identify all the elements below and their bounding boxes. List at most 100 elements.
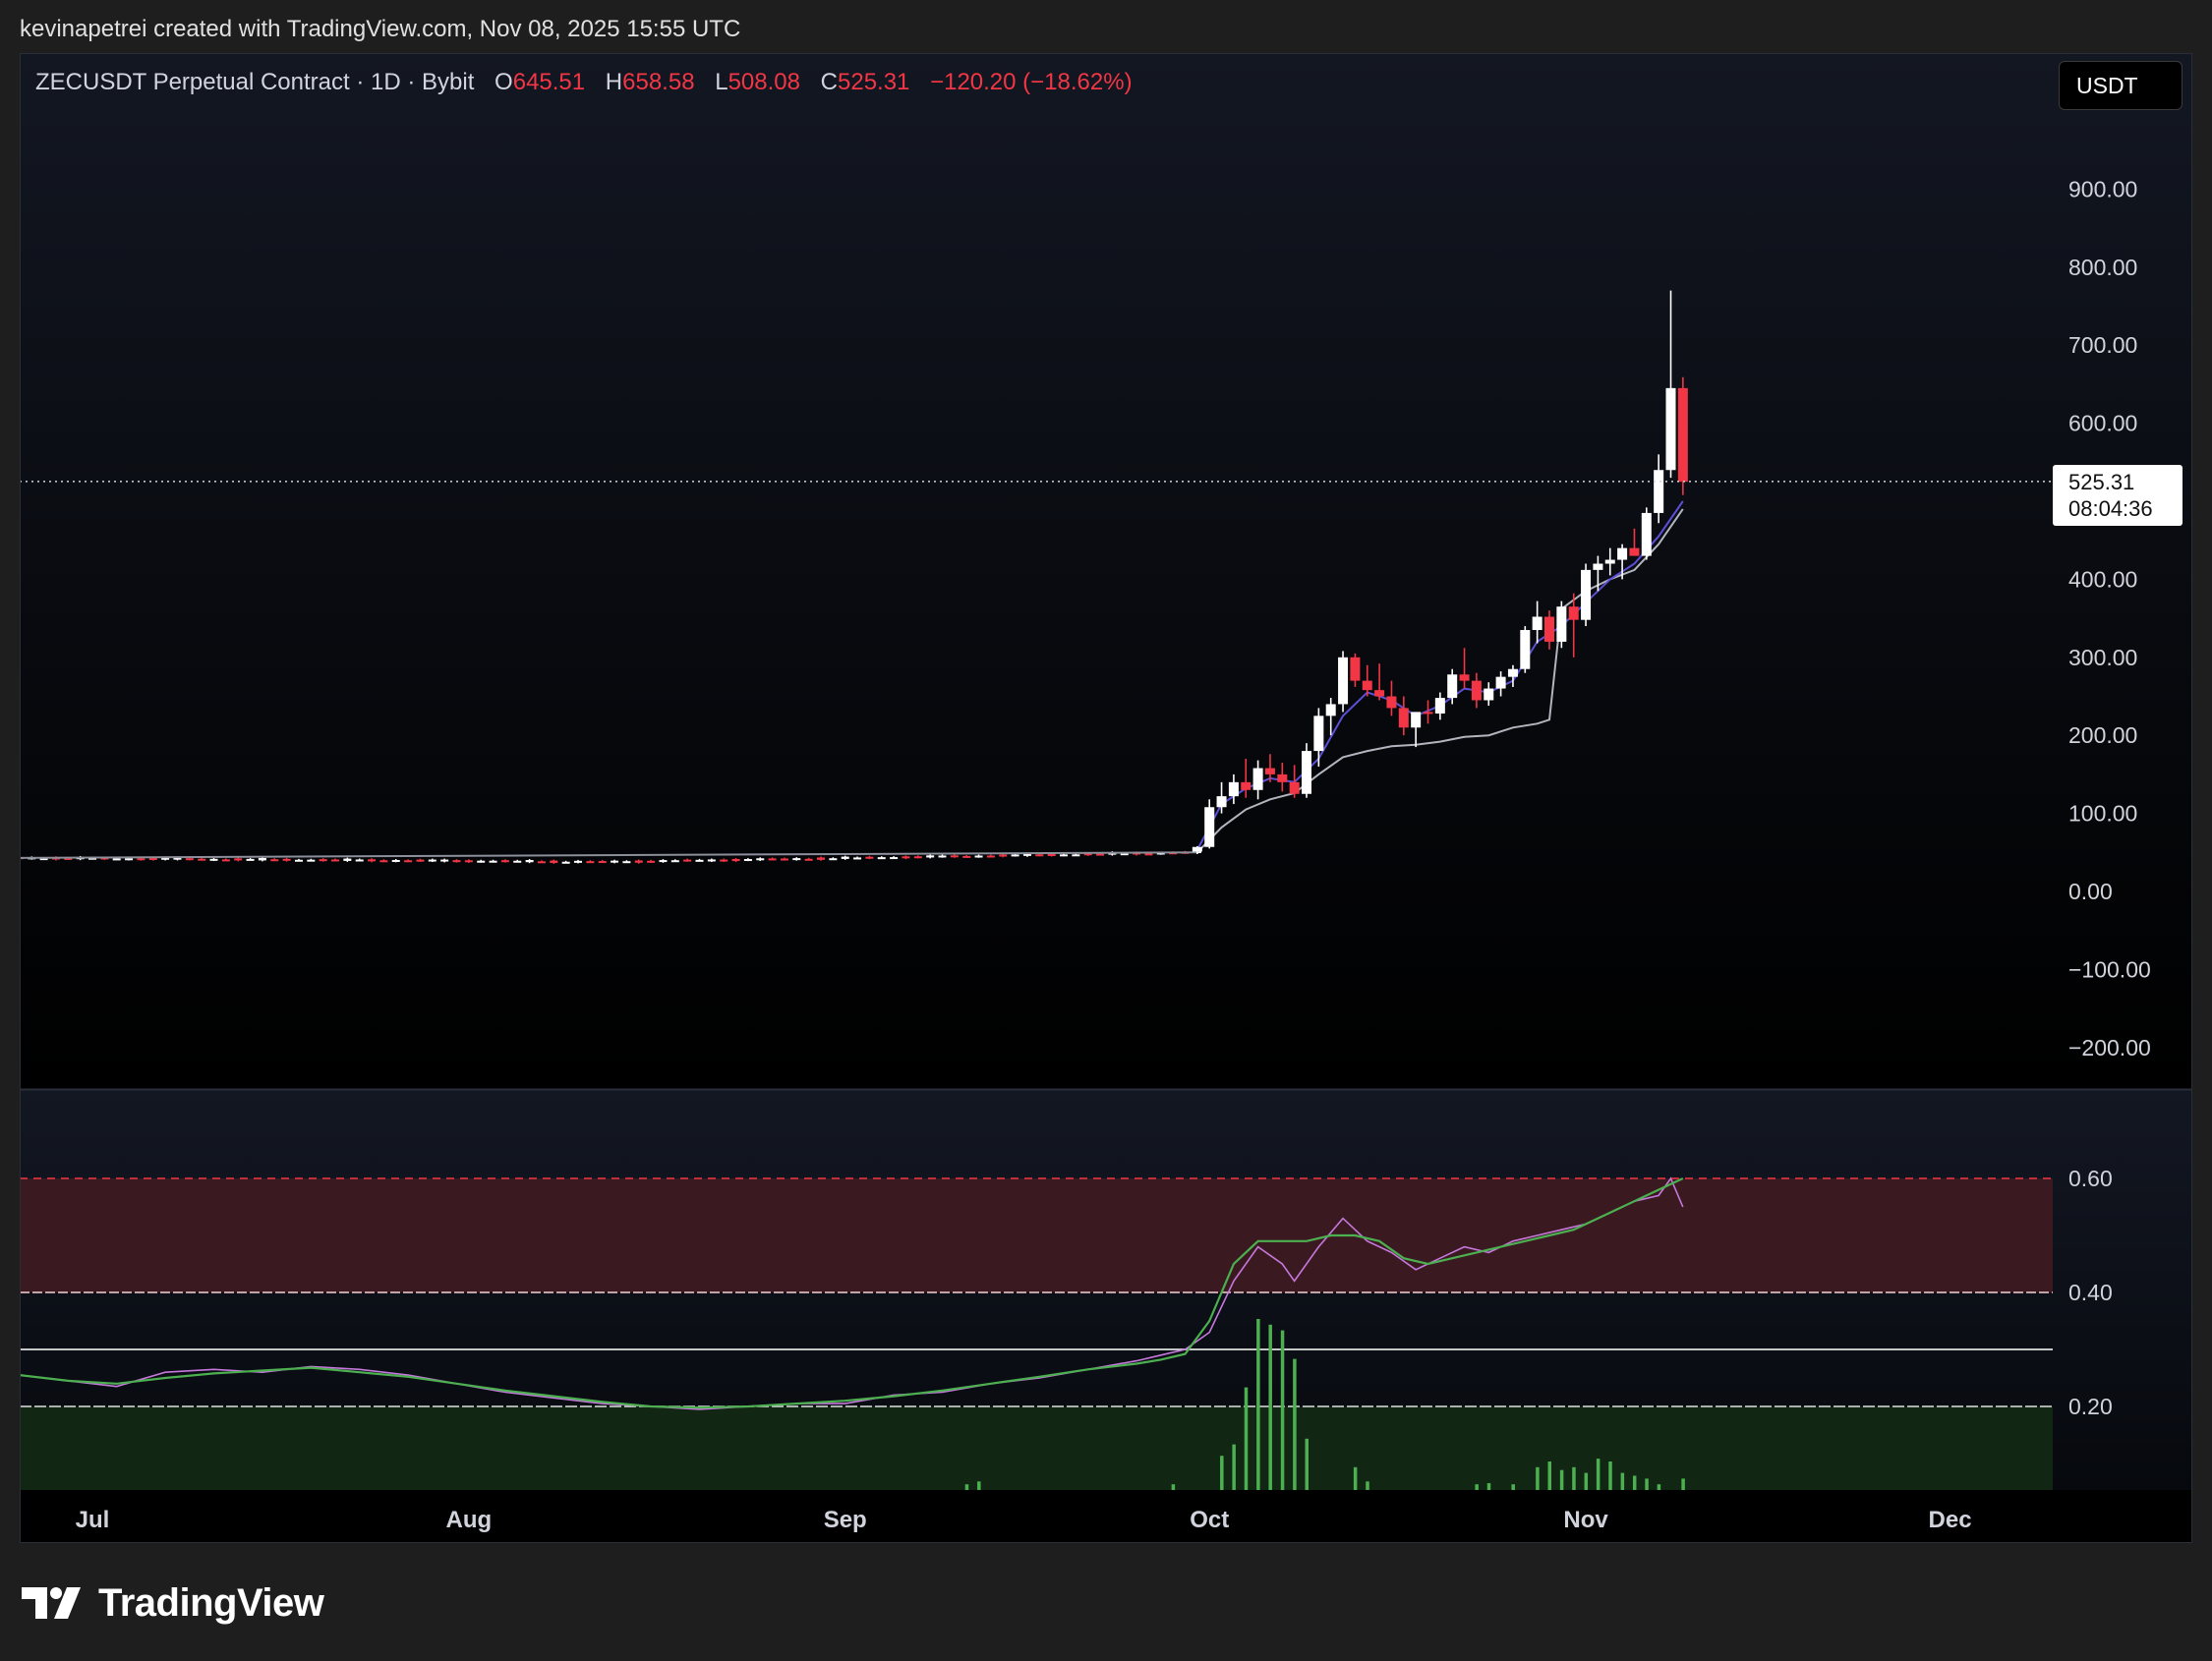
candle-body [974, 855, 983, 858]
candle-body [331, 859, 339, 862]
candle-body [1507, 668, 1518, 677]
candle-body [1011, 854, 1019, 857]
candle-body [1617, 547, 1628, 560]
tradingview-logo-text: TradingView [98, 1580, 324, 1625]
indicator-axis-label: 0.20 [2068, 1394, 2113, 1419]
candle-body [561, 861, 570, 864]
ma-slow-flat [20, 851, 1197, 859]
candle-body [1192, 846, 1202, 852]
candle-body [525, 859, 534, 863]
candle-body [88, 857, 96, 860]
histogram-bar [1657, 1484, 1661, 1490]
candle-body [100, 857, 109, 860]
histogram-bar [1511, 1484, 1515, 1490]
indicator-axis-label: 0.60 [2068, 1166, 2113, 1191]
chart-frame[interactable]: 900.00 800.00 700.00 600.00 400.00 300.00 200.… [20, 53, 2192, 1543]
candle-body [1302, 751, 1311, 794]
candle-body [1264, 768, 1275, 774]
candle-body [877, 857, 886, 860]
histogram-bar [1645, 1478, 1649, 1490]
candle-body [1629, 547, 1640, 556]
candle-body [112, 858, 121, 861]
candle-body [1060, 854, 1068, 857]
candle-body [804, 858, 813, 861]
time-axis-label: Dec [1929, 1507, 1972, 1533]
symbol-legend: ZECUSDT Perpetual Contract · 1D · Bybit … [35, 69, 1133, 96]
time-axis-label: Oct [1190, 1507, 1229, 1533]
candle-body [185, 858, 194, 861]
candle-body [1204, 807, 1215, 847]
candle-body [1216, 796, 1227, 808]
chart-border [20, 53, 2192, 1543]
candle-body [39, 858, 48, 861]
histogram-bar [1681, 1478, 1685, 1490]
candle-body [1459, 674, 1470, 681]
price-axis-label: −200.00 [2068, 1035, 2151, 1060]
candle-body [1641, 512, 1652, 556]
candle-body [294, 859, 303, 862]
close-value: 525.31 [838, 69, 910, 95]
candle-body [368, 859, 377, 862]
currency-button[interactable]: USDT [2059, 61, 2183, 110]
candle-body [464, 860, 473, 863]
indicator-signal-line [20, 1176, 1684, 1410]
candle-body [865, 856, 874, 859]
candle-body [695, 859, 704, 862]
chart-svg[interactable]: 900.00 800.00 700.00 600.00 400.00 300.00 200.… [20, 53, 2192, 1543]
change-value: −120.20 (−18.62%) [930, 69, 1133, 95]
open-label: O [495, 69, 513, 95]
candle-body [962, 855, 971, 858]
candle-body [707, 859, 716, 862]
candle-body [258, 857, 266, 861]
low-value: 508.08 [728, 69, 800, 95]
candle-body [404, 860, 413, 863]
histogram-bar [1244, 1387, 1249, 1490]
candle-body [1604, 559, 1615, 564]
candle-body [622, 861, 631, 864]
candle-body [1072, 854, 1080, 857]
candle-body [440, 859, 449, 862]
candle-body [780, 858, 788, 861]
candle-body [1035, 854, 1044, 857]
time-axis-label: Aug [446, 1507, 493, 1533]
tradingview-logo-icon [22, 1587, 81, 1619]
candle-body [379, 860, 388, 863]
candle-body [1677, 387, 1688, 483]
histogram-bar [1608, 1461, 1612, 1490]
histogram-bar [1268, 1324, 1272, 1490]
candle-body [270, 859, 279, 862]
candle-body [416, 859, 425, 862]
candle-body [574, 860, 582, 863]
candle-body [477, 860, 486, 863]
candle-body [537, 861, 546, 864]
candle-body [137, 858, 146, 861]
candle-body [1120, 853, 1129, 856]
histogram-bar [977, 1481, 981, 1490]
candle-body [634, 860, 643, 863]
candle-body [1398, 708, 1409, 728]
histogram-bar [1547, 1461, 1551, 1490]
candle-body [391, 860, 400, 863]
candle-body [1313, 716, 1324, 752]
candle-body [1096, 853, 1105, 856]
candle-body [768, 858, 777, 861]
close-label: C [820, 69, 838, 95]
histogram-bar [1256, 1319, 1260, 1490]
histogram-bar [1305, 1438, 1309, 1490]
candle-body [1654, 470, 1664, 513]
tradingview-logo[interactable]: TradingView [22, 1580, 324, 1626]
candle-body [829, 858, 838, 861]
last-price-value: 525.31 [2068, 470, 2135, 494]
candle-body [1289, 781, 1300, 794]
histogram-bar [1475, 1484, 1479, 1490]
candle-body [1434, 698, 1445, 714]
histogram-bar [1486, 1483, 1491, 1490]
candle-body [731, 858, 740, 862]
candle-body [1386, 696, 1397, 709]
histogram-bar [1620, 1472, 1625, 1490]
candle-body [1556, 606, 1567, 642]
time-axis-bg [20, 1490, 2192, 1543]
candle-body [221, 859, 230, 862]
histogram-bar [1353, 1466, 1358, 1490]
price-axis-label: 900.00 [2068, 176, 2137, 201]
